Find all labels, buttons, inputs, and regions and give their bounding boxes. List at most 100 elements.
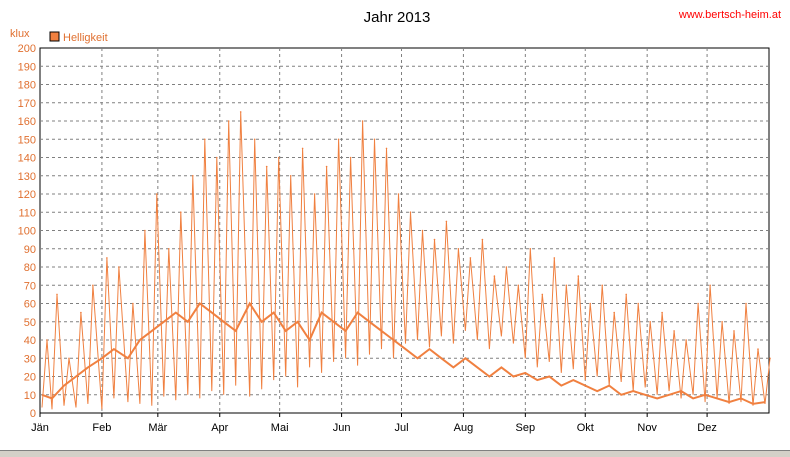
grid-lines bbox=[40, 48, 769, 413]
data-point-max bbox=[541, 293, 544, 296]
y-tick-label: 30 bbox=[24, 353, 36, 365]
series-max-line bbox=[41, 111, 771, 410]
y-tick-label: 200 bbox=[18, 43, 36, 55]
data-point-max bbox=[156, 193, 158, 195]
data-point-max bbox=[289, 175, 292, 177]
y-tick-label: 0 bbox=[30, 408, 36, 420]
y-tick-label: 50 bbox=[24, 317, 36, 329]
data-point-max bbox=[253, 138, 256, 141]
y-tick-label: 100 bbox=[18, 226, 36, 238]
y-tick-label: 10 bbox=[24, 390, 36, 402]
x-tick-label: Sep bbox=[516, 422, 536, 434]
data-point-max bbox=[517, 284, 520, 287]
data-point-max bbox=[709, 284, 711, 287]
data-point-max bbox=[46, 339, 48, 341]
data-point-max bbox=[239, 111, 242, 113]
y-tick-label: 20 bbox=[24, 372, 36, 384]
data-point-max bbox=[661, 311, 663, 314]
data-point-max bbox=[649, 321, 651, 323]
data-point-max bbox=[445, 220, 448, 223]
x-tick-label: Feb bbox=[92, 422, 111, 434]
data-point-max bbox=[265, 165, 268, 168]
data-point-max bbox=[277, 156, 280, 159]
data-point-max bbox=[313, 193, 316, 195]
y-tick-label: 110 bbox=[18, 207, 36, 219]
x-tick-label: Okt bbox=[577, 422, 594, 434]
data-point-max bbox=[92, 284, 94, 287]
website-label[interactable]: www.bertsch-heim.at bbox=[678, 9, 781, 21]
y-tick-label: 90 bbox=[24, 244, 36, 256]
data-point-max bbox=[697, 302, 699, 305]
data-point-max bbox=[757, 348, 759, 350]
data-point-max bbox=[80, 311, 82, 314]
data-point-max bbox=[769, 357, 771, 360]
data-point-max bbox=[192, 175, 194, 177]
data-point-max bbox=[180, 211, 182, 213]
y-tick-label: 180 bbox=[18, 80, 36, 92]
x-tick-label: Jul bbox=[394, 422, 408, 434]
data-point-max bbox=[685, 339, 687, 341]
data-point-max bbox=[204, 138, 206, 141]
data-point-max bbox=[721, 321, 723, 323]
x-tick-label: Apr bbox=[211, 422, 228, 434]
data-point-max bbox=[589, 302, 591, 305]
y-tick-label: 160 bbox=[18, 116, 36, 128]
y-axis-ticks: 0 10 20 30 40 50 60 70 80 90 100 110 120 130 140 150 160… bbox=[18, 43, 36, 420]
data-point-max bbox=[565, 284, 568, 287]
y-tick-label: 140 bbox=[18, 153, 36, 165]
data-point-max bbox=[118, 266, 120, 268]
series-lines bbox=[41, 111, 771, 410]
data-point-max bbox=[409, 211, 412, 213]
data-point-max bbox=[673, 330, 675, 332]
data-point-max bbox=[68, 357, 70, 360]
x-tick-label: Nov bbox=[637, 422, 657, 434]
data-point-max bbox=[505, 266, 508, 268]
data-point-max bbox=[481, 238, 484, 241]
data-point-max bbox=[385, 147, 388, 150]
data-point-max bbox=[337, 138, 340, 141]
data-point-max bbox=[132, 302, 134, 305]
data-point-max bbox=[601, 284, 603, 287]
y-tick-label: 170 bbox=[18, 98, 36, 110]
data-point-max bbox=[745, 302, 747, 305]
data-point-max bbox=[106, 257, 108, 259]
data-point-max bbox=[469, 257, 472, 259]
data-point-max bbox=[625, 293, 627, 296]
y-tick-label: 190 bbox=[18, 61, 36, 73]
data-point-max bbox=[397, 193, 400, 195]
data-point-max bbox=[577, 275, 580, 277]
y-tick-label: 40 bbox=[24, 335, 36, 347]
data-point-max bbox=[637, 302, 639, 305]
data-point-max bbox=[216, 156, 218, 159]
y-tick-label: 150 bbox=[18, 134, 36, 146]
y-axis-unit: klux bbox=[10, 28, 30, 40]
x-axis-ticks: Jän Feb Mär Apr Mai Jun Jul Aug Sep Okt Nov Dez bbox=[31, 413, 717, 434]
data-point-max bbox=[457, 248, 460, 250]
data-point-max bbox=[553, 257, 556, 259]
data-point-max bbox=[373, 138, 376, 141]
legend: Helligkeit bbox=[49, 31, 108, 44]
data-point-max bbox=[325, 165, 328, 168]
x-tick-label: Aug bbox=[454, 422, 474, 434]
legend-swatch bbox=[49, 31, 60, 42]
series-typical-line bbox=[41, 301, 766, 405]
data-point-max bbox=[613, 311, 615, 314]
y-tick-label: 130 bbox=[18, 171, 36, 183]
x-tick-label: Jän bbox=[31, 422, 49, 434]
data-point-max bbox=[144, 229, 146, 232]
data-point-max bbox=[361, 120, 364, 122]
data-point-max bbox=[433, 238, 436, 241]
data-point-max bbox=[56, 293, 58, 296]
data-point-max bbox=[168, 248, 170, 250]
x-tick-label: Mai bbox=[271, 422, 289, 434]
data-point-max bbox=[493, 275, 496, 277]
data-point-max bbox=[227, 120, 230, 122]
x-tick-label: Dez bbox=[697, 422, 717, 434]
data-point-max bbox=[301, 147, 304, 150]
chart-title: Jahr 2013 bbox=[364, 9, 431, 26]
data-point-max bbox=[421, 229, 424, 232]
y-tick-label: 80 bbox=[24, 262, 36, 274]
data-point-max bbox=[349, 156, 352, 159]
status-strip bbox=[0, 450, 790, 457]
